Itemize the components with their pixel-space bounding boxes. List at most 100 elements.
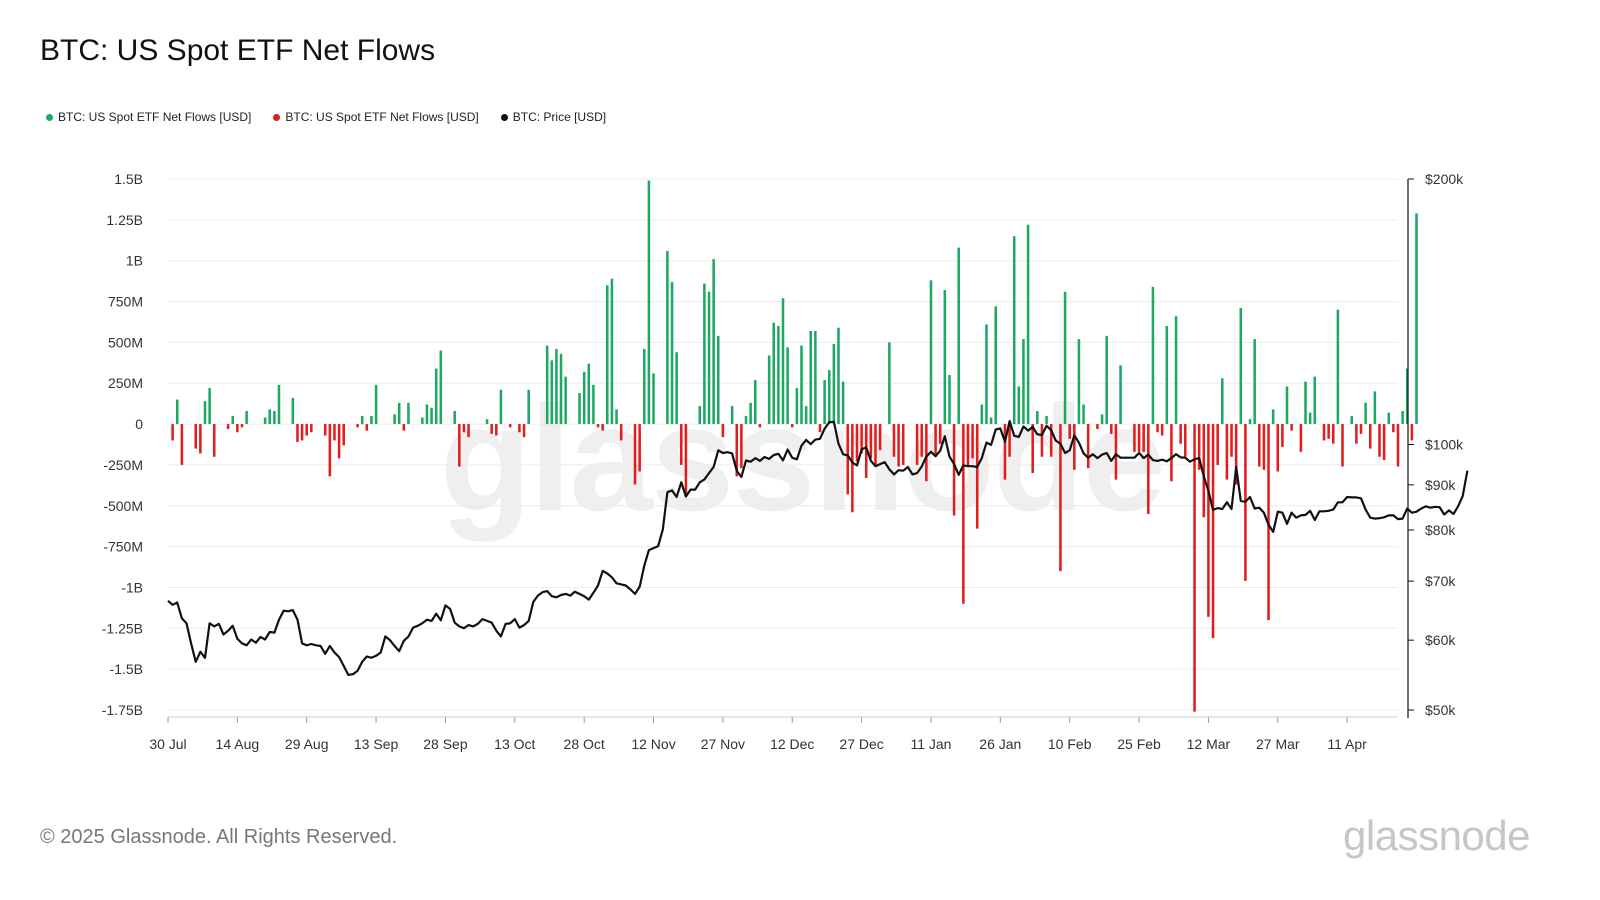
inflow-bar xyxy=(273,411,276,425)
inflow-bar xyxy=(578,393,581,425)
outflow-bar xyxy=(490,424,493,434)
outflow-bar xyxy=(323,424,327,436)
outflow-bar xyxy=(897,424,900,467)
inflow-bar xyxy=(777,326,780,425)
right-tick-label: $200k xyxy=(1425,171,1464,187)
outflow-bar xyxy=(740,424,743,469)
inflow-bar xyxy=(943,290,947,425)
outflow-bar xyxy=(1207,424,1210,617)
left-tick-label: 1.25B xyxy=(106,212,143,228)
inflow-bar xyxy=(698,406,702,425)
inflow-bar xyxy=(397,402,401,425)
inflow-bar xyxy=(550,360,554,425)
inflow-bar xyxy=(666,250,669,425)
inflow-bar xyxy=(425,404,429,425)
legend-item-price[interactable]: BTC: Price [USD] xyxy=(500,110,606,124)
left-tick-label: -250M xyxy=(103,457,143,473)
inflow-bar xyxy=(989,417,993,425)
legend-item-outflows[interactable]: BTC: US Spot ETF Net Flows [USD] xyxy=(273,110,479,124)
left-tick-label: -1B xyxy=(121,579,143,595)
inflow-bar xyxy=(175,399,179,425)
outflow-bar xyxy=(1299,424,1303,452)
x-tick-label: 13 Sep xyxy=(354,736,399,752)
inflow-bar xyxy=(370,415,373,425)
outflow-bar xyxy=(1133,424,1136,452)
outflow-bar xyxy=(296,424,299,443)
x-tick-label: 11 Apr xyxy=(1327,736,1367,752)
legend-item-inflows[interactable]: BTC: US Spot ETF Net Flows [USD] xyxy=(46,110,251,124)
outflow-bar xyxy=(952,424,956,516)
inflow-bar xyxy=(1036,411,1039,425)
inflow-bar xyxy=(744,415,748,425)
inflow-bar xyxy=(823,379,826,425)
inflow-bar xyxy=(832,344,836,425)
inflow-bar xyxy=(564,376,567,425)
outflow-bar xyxy=(619,424,623,441)
x-tick-label: 28 Sep xyxy=(423,736,468,752)
inflow-bar xyxy=(767,355,771,425)
outflow-bar xyxy=(1396,424,1400,467)
outflow-bar xyxy=(1331,424,1335,444)
inflow-bar xyxy=(1105,335,1108,425)
inflow-bar xyxy=(263,417,267,425)
inflow-bar xyxy=(948,375,951,425)
inflow-bar xyxy=(647,180,651,425)
outflow-bar xyxy=(518,424,521,433)
left-tick-label: -1.5B xyxy=(110,661,143,677)
outflow-bar xyxy=(508,424,512,428)
inflow-bar xyxy=(208,388,211,425)
outflow-bar xyxy=(962,424,965,604)
outflow-bar xyxy=(1068,424,1071,439)
x-tick-label: 28 Oct xyxy=(564,736,605,752)
outflow-bar xyxy=(194,424,198,449)
inflow-bar xyxy=(615,409,618,425)
outflow-bar xyxy=(790,424,794,428)
inflow-bar xyxy=(1336,309,1340,425)
left-tick-label: 750M xyxy=(108,294,143,310)
outflow-bar xyxy=(1147,424,1150,514)
right-tick-label: $90k xyxy=(1425,477,1456,493)
outflow-bar xyxy=(1179,424,1182,444)
outflow-bar xyxy=(212,424,216,457)
outflow-bar xyxy=(758,424,762,428)
outflow-bar xyxy=(305,424,308,436)
outflow-bar xyxy=(310,424,313,433)
outflow-bar xyxy=(596,424,600,428)
outflow-bar xyxy=(1368,424,1372,449)
inflow-bar xyxy=(1350,415,1354,425)
x-tick-label: 27 Mar xyxy=(1256,736,1300,752)
outflow-bar xyxy=(333,424,336,441)
inflow-bar xyxy=(1026,224,1030,425)
outflow-bar xyxy=(458,424,461,467)
left-tick-label: 250M xyxy=(108,375,143,391)
legend-dot-green xyxy=(46,113,53,121)
x-tick-label: 25 Feb xyxy=(1117,736,1161,752)
x-tick-label: 12 Dec xyxy=(770,736,814,752)
chart-legend: BTC: US Spot ETF Net Flows [USD] BTC: US… xyxy=(46,110,606,124)
inflow-bar xyxy=(841,381,845,425)
inflow-bar xyxy=(888,342,891,425)
inflow-bar xyxy=(1304,381,1307,425)
outflow-bar xyxy=(975,424,979,529)
outflow-bar xyxy=(1142,424,1145,452)
inflow-bar xyxy=(957,247,960,425)
outflow-bar xyxy=(638,424,641,472)
right-tick-label: $50k xyxy=(1425,702,1456,718)
x-tick-label: 12 Mar xyxy=(1187,736,1231,752)
x-tick-label: 27 Dec xyxy=(839,736,883,752)
x-tick-label: 10 Feb xyxy=(1048,736,1092,752)
inflow-bar xyxy=(1045,415,1048,425)
outflow-bar xyxy=(226,424,230,429)
inflow-bar xyxy=(1401,411,1404,425)
outflow-bar xyxy=(1031,424,1034,474)
outflow-bar xyxy=(901,424,905,465)
inflow-bar xyxy=(703,283,706,425)
legend-dot-black xyxy=(500,113,508,121)
inflow-bar xyxy=(1285,386,1289,425)
inflow-bar xyxy=(827,370,831,425)
inflow-bar xyxy=(499,389,503,425)
outflow-bar xyxy=(864,424,868,478)
outflow-bar xyxy=(1059,424,1062,572)
outflow-bar xyxy=(365,424,369,431)
inflow-bar xyxy=(1364,402,1367,425)
